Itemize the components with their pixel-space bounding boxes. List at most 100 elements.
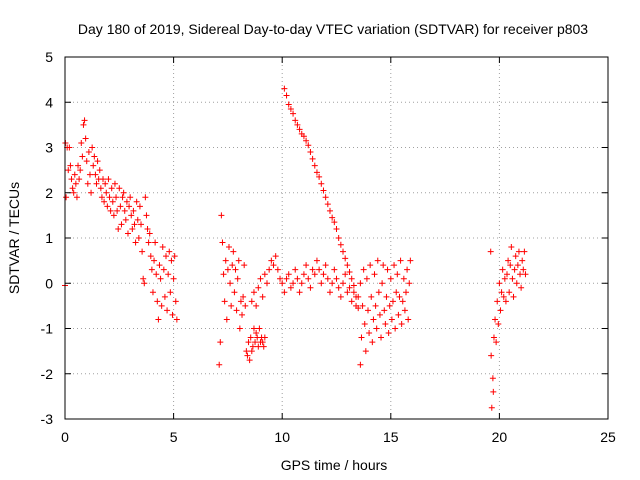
data-point xyxy=(350,289,357,296)
data-point xyxy=(519,257,526,264)
data-point xyxy=(311,271,318,278)
data-point xyxy=(490,334,497,341)
data-point xyxy=(300,133,307,140)
data-point xyxy=(80,121,87,128)
data-point xyxy=(320,187,327,194)
data-point xyxy=(399,298,406,305)
data-point xyxy=(257,275,264,282)
y-axis-label: SDTVAR / TECUs xyxy=(6,182,22,294)
data-point xyxy=(255,343,262,350)
data-point xyxy=(233,307,240,314)
data-point xyxy=(65,167,72,174)
data-point xyxy=(384,266,391,273)
data-point xyxy=(109,198,116,205)
data-point xyxy=(374,257,381,264)
data-point xyxy=(335,284,342,291)
data-point xyxy=(63,194,70,201)
data-point xyxy=(290,280,297,287)
data-point xyxy=(294,121,301,128)
data-point xyxy=(292,266,299,273)
data-point xyxy=(307,149,314,156)
data-point xyxy=(217,339,224,346)
data-point xyxy=(132,239,139,246)
data-point xyxy=(167,289,174,296)
data-point xyxy=(245,339,252,346)
data-point xyxy=(81,117,88,124)
data-point xyxy=(376,311,383,318)
data-point xyxy=(248,298,255,305)
data-point xyxy=(322,262,329,269)
data-point xyxy=(131,221,138,228)
y-tick-label: -1 xyxy=(41,321,54,337)
data-point xyxy=(122,216,129,223)
data-point xyxy=(515,248,522,255)
x-tick-label: 20 xyxy=(492,429,508,445)
data-point xyxy=(261,271,268,278)
data-point xyxy=(69,185,76,192)
data-point xyxy=(89,144,96,151)
data-point xyxy=(124,230,131,237)
data-point xyxy=(118,221,125,228)
data-point xyxy=(173,316,180,323)
data-point xyxy=(337,241,344,248)
data-point xyxy=(259,339,266,346)
data-point xyxy=(499,266,506,273)
x-tick-label: 5 xyxy=(170,429,178,445)
data-point xyxy=(106,194,113,201)
data-point xyxy=(134,216,141,223)
data-point xyxy=(230,248,237,255)
y-tick-label: 0 xyxy=(45,275,53,291)
data-point xyxy=(398,320,405,327)
data-point xyxy=(255,284,262,291)
data-point xyxy=(83,158,90,165)
data-point xyxy=(331,219,338,226)
data-point xyxy=(153,271,160,278)
data-point xyxy=(340,280,347,287)
data-point xyxy=(90,162,97,169)
data-point xyxy=(379,280,386,287)
data-point xyxy=(94,158,101,165)
data-point xyxy=(85,149,92,156)
data-point xyxy=(337,293,344,300)
data-point xyxy=(67,162,74,169)
data-point xyxy=(358,334,365,341)
data-point xyxy=(129,225,136,232)
data-point xyxy=(520,266,527,273)
data-point xyxy=(160,266,167,273)
data-point xyxy=(143,212,150,219)
data-point xyxy=(244,352,251,359)
data-point xyxy=(357,361,364,368)
data-point xyxy=(169,311,176,318)
data-point xyxy=(488,404,495,411)
data-point xyxy=(249,343,256,350)
data-point xyxy=(263,280,270,287)
data-point xyxy=(253,330,260,337)
series-1 xyxy=(216,212,268,368)
data-point xyxy=(394,271,401,278)
data-point xyxy=(342,255,349,262)
data-point xyxy=(348,298,355,305)
data-point xyxy=(363,275,370,282)
x-tick-label: 10 xyxy=(274,429,290,445)
data-point xyxy=(82,135,89,142)
data-point xyxy=(509,275,516,282)
data-point xyxy=(79,153,86,160)
data-point xyxy=(231,289,238,296)
data-point xyxy=(223,316,230,323)
data-point xyxy=(219,239,226,246)
data-point xyxy=(225,244,232,251)
data-point xyxy=(360,266,367,273)
data-point xyxy=(107,207,114,214)
data-point xyxy=(506,289,513,296)
data-point xyxy=(110,212,117,219)
data-point xyxy=(227,280,234,287)
data-point xyxy=(498,289,505,296)
tick-labels: 0 5 10 15 20 25 -3 -2 -1 0 1 2 3 4 5 xyxy=(41,49,616,445)
data-point xyxy=(518,284,525,291)
data-point xyxy=(366,330,373,337)
data-point xyxy=(115,225,122,232)
data-point xyxy=(237,298,244,305)
data-point xyxy=(380,262,387,269)
data-point xyxy=(236,325,243,332)
data-point xyxy=(311,162,318,169)
